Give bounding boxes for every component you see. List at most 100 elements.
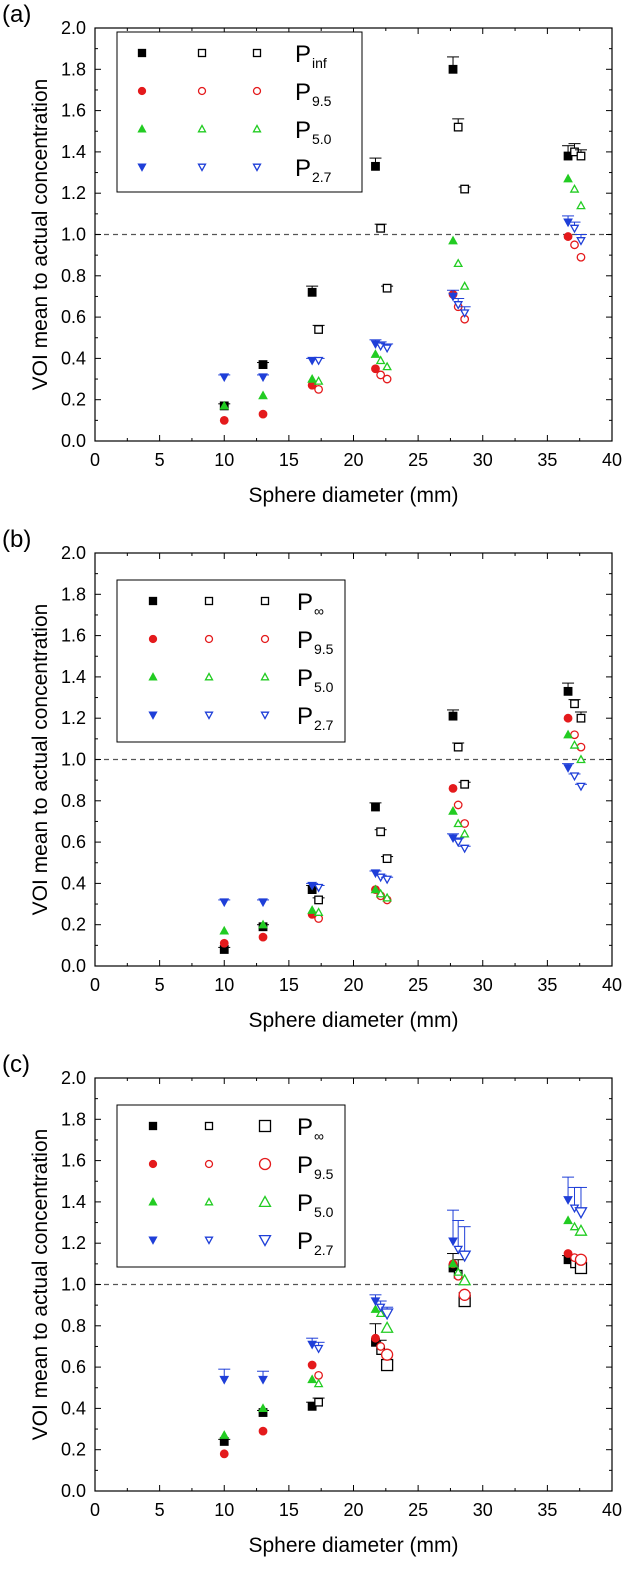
data-point-2.7 <box>448 292 458 302</box>
data-point-2.7 <box>370 869 381 879</box>
data-point-5.0 <box>576 754 586 764</box>
x-tick-label: 25 <box>408 975 428 995</box>
legend-label-base: P <box>297 665 313 692</box>
y-tick-label: 1.0 <box>61 1275 86 1295</box>
data-point-inf <box>570 699 579 709</box>
x-tick-label: 30 <box>473 1500 493 1520</box>
legend-marker-5.0 <box>204 1197 214 1206</box>
y-tick-label: 0.0 <box>61 431 86 451</box>
legend-marker-inf <box>260 596 270 606</box>
legend-marker-2.7 <box>137 163 147 172</box>
legend-label-base: P <box>297 589 313 616</box>
y-tick-label: 2.0 <box>61 1068 86 1088</box>
data-point-9.5 <box>380 1348 394 1361</box>
data-point-inf <box>314 325 324 334</box>
legend-marker-2.7 <box>197 163 207 172</box>
x-tick-label: 5 <box>155 975 165 995</box>
data-point-5.0 <box>576 200 586 210</box>
data-point-5.0 <box>574 1223 588 1236</box>
x-axis-title: Sphere diameter (mm) <box>248 1534 458 1557</box>
data-point-inf <box>448 64 458 74</box>
data-point-5.0 <box>563 729 573 739</box>
legend-label-base: P <box>297 1228 313 1255</box>
legend-marker-2.7 <box>204 711 214 720</box>
legend-label-base: P <box>295 155 311 182</box>
data-point-inf <box>563 686 573 696</box>
legend-marker-5.0 <box>204 672 214 681</box>
y-tick-label: 0.6 <box>61 1357 86 1377</box>
x-tick-label: 20 <box>343 1500 363 1520</box>
x-tick-label: 30 <box>473 975 493 995</box>
data-point-inf <box>258 360 268 369</box>
data-point-2.7 <box>569 224 580 234</box>
data-point-9.5 <box>219 1449 229 1459</box>
y-tick-label: 1.4 <box>61 667 86 687</box>
legend-marker-9.5 <box>148 634 158 644</box>
data-point-5.0 <box>313 907 324 916</box>
legend-marker-inf <box>258 1119 272 1133</box>
legend-label-sub: 9.5 <box>314 1166 334 1182</box>
legend-label-sub: 5.0 <box>314 1204 334 1220</box>
legend-marker-5.0 <box>137 124 147 133</box>
data-point-5.0 <box>569 183 580 193</box>
data-point-5.0 <box>370 884 381 894</box>
legend-label-sub: ∞ <box>314 1128 324 1144</box>
legend-marker-2.7 <box>148 1236 158 1245</box>
y-axis-title: VOI mean to actual concentration <box>29 1129 52 1441</box>
legend-label-sub: 2.7 <box>314 1242 334 1258</box>
x-tick-label: 20 <box>343 975 363 995</box>
x-tick-label: 40 <box>602 450 622 470</box>
data-point-9.5 <box>448 784 458 793</box>
y-tick-label: 0.0 <box>61 1481 86 1501</box>
data-point-9.5 <box>258 1426 268 1436</box>
y-tick-label: 0.0 <box>61 956 86 976</box>
data-point-5.0 <box>258 919 268 929</box>
data-point-2.7 <box>307 1340 317 1350</box>
data-point-5.0 <box>307 905 317 914</box>
data-point-2.7 <box>382 344 392 354</box>
legend-marker-9.5 <box>258 1157 272 1171</box>
chart-svg-c: (c) 0 5 10 15 20 25 30 35 40 0.0 0.2 0.4 0.6 0.8 1.0 1.2… <box>2 1051 622 1557</box>
x-tick-label: 25 <box>408 1500 428 1520</box>
y-axis-title: VOI mean to actual concentration <box>29 79 52 391</box>
data-point-inf <box>376 827 386 837</box>
y-tick-label: 0.6 <box>61 307 86 327</box>
data-point-2.7 <box>576 782 586 792</box>
data-point-2.7 <box>307 356 317 366</box>
y-tick-label: 1.2 <box>61 183 86 203</box>
x-tick-label: 15 <box>279 450 299 470</box>
legend-marker-9.5 <box>148 1159 158 1169</box>
data-point-2.7 <box>313 356 324 366</box>
x-tick-label: 30 <box>473 450 493 470</box>
data-point-2.7 <box>219 373 230 383</box>
legend-label-base: P <box>295 117 311 144</box>
data-point-9.5 <box>219 415 229 425</box>
data-point-inf <box>371 161 380 171</box>
data-point-9.5 <box>576 252 586 262</box>
legend-label-sub: inf <box>312 55 327 71</box>
data-point-9.5 <box>314 384 324 394</box>
data-point-inf <box>460 184 470 194</box>
data-point-5.0 <box>382 361 392 371</box>
data-point-2.7 <box>576 237 586 246</box>
data-point-2.7 <box>459 309 470 319</box>
data-point-9.5 <box>258 932 268 942</box>
data-point-2.7 <box>453 838 464 848</box>
data-point-5.0 <box>453 258 464 268</box>
data-point-9.5 <box>563 1249 573 1258</box>
y-axis-title: VOI mean to actual concentration <box>29 604 52 916</box>
data-point-inf <box>376 223 386 233</box>
y-tick-label: 0.4 <box>61 873 86 893</box>
legend-marker-9.5 <box>260 634 270 644</box>
legend-marker-5.0 <box>252 124 262 133</box>
legend-marker-2.7 <box>204 1236 214 1245</box>
data-point-5.0 <box>448 806 458 815</box>
y-tick-label: 1.2 <box>61 708 86 728</box>
x-tick-label: 0 <box>90 975 100 995</box>
data-point-5.0 <box>313 1378 324 1388</box>
chart-panel-c: (c) 0 5 10 15 20 25 30 35 40 0.0 0.2 0.4 0.6 0.8 1.0 1.2… <box>0 1050 625 1570</box>
x-tick-label: 0 <box>90 450 100 470</box>
x-tick-label: 15 <box>279 1500 299 1520</box>
panel-label: (b) <box>2 526 31 553</box>
y-tick-label: 0.8 <box>61 1316 86 1336</box>
